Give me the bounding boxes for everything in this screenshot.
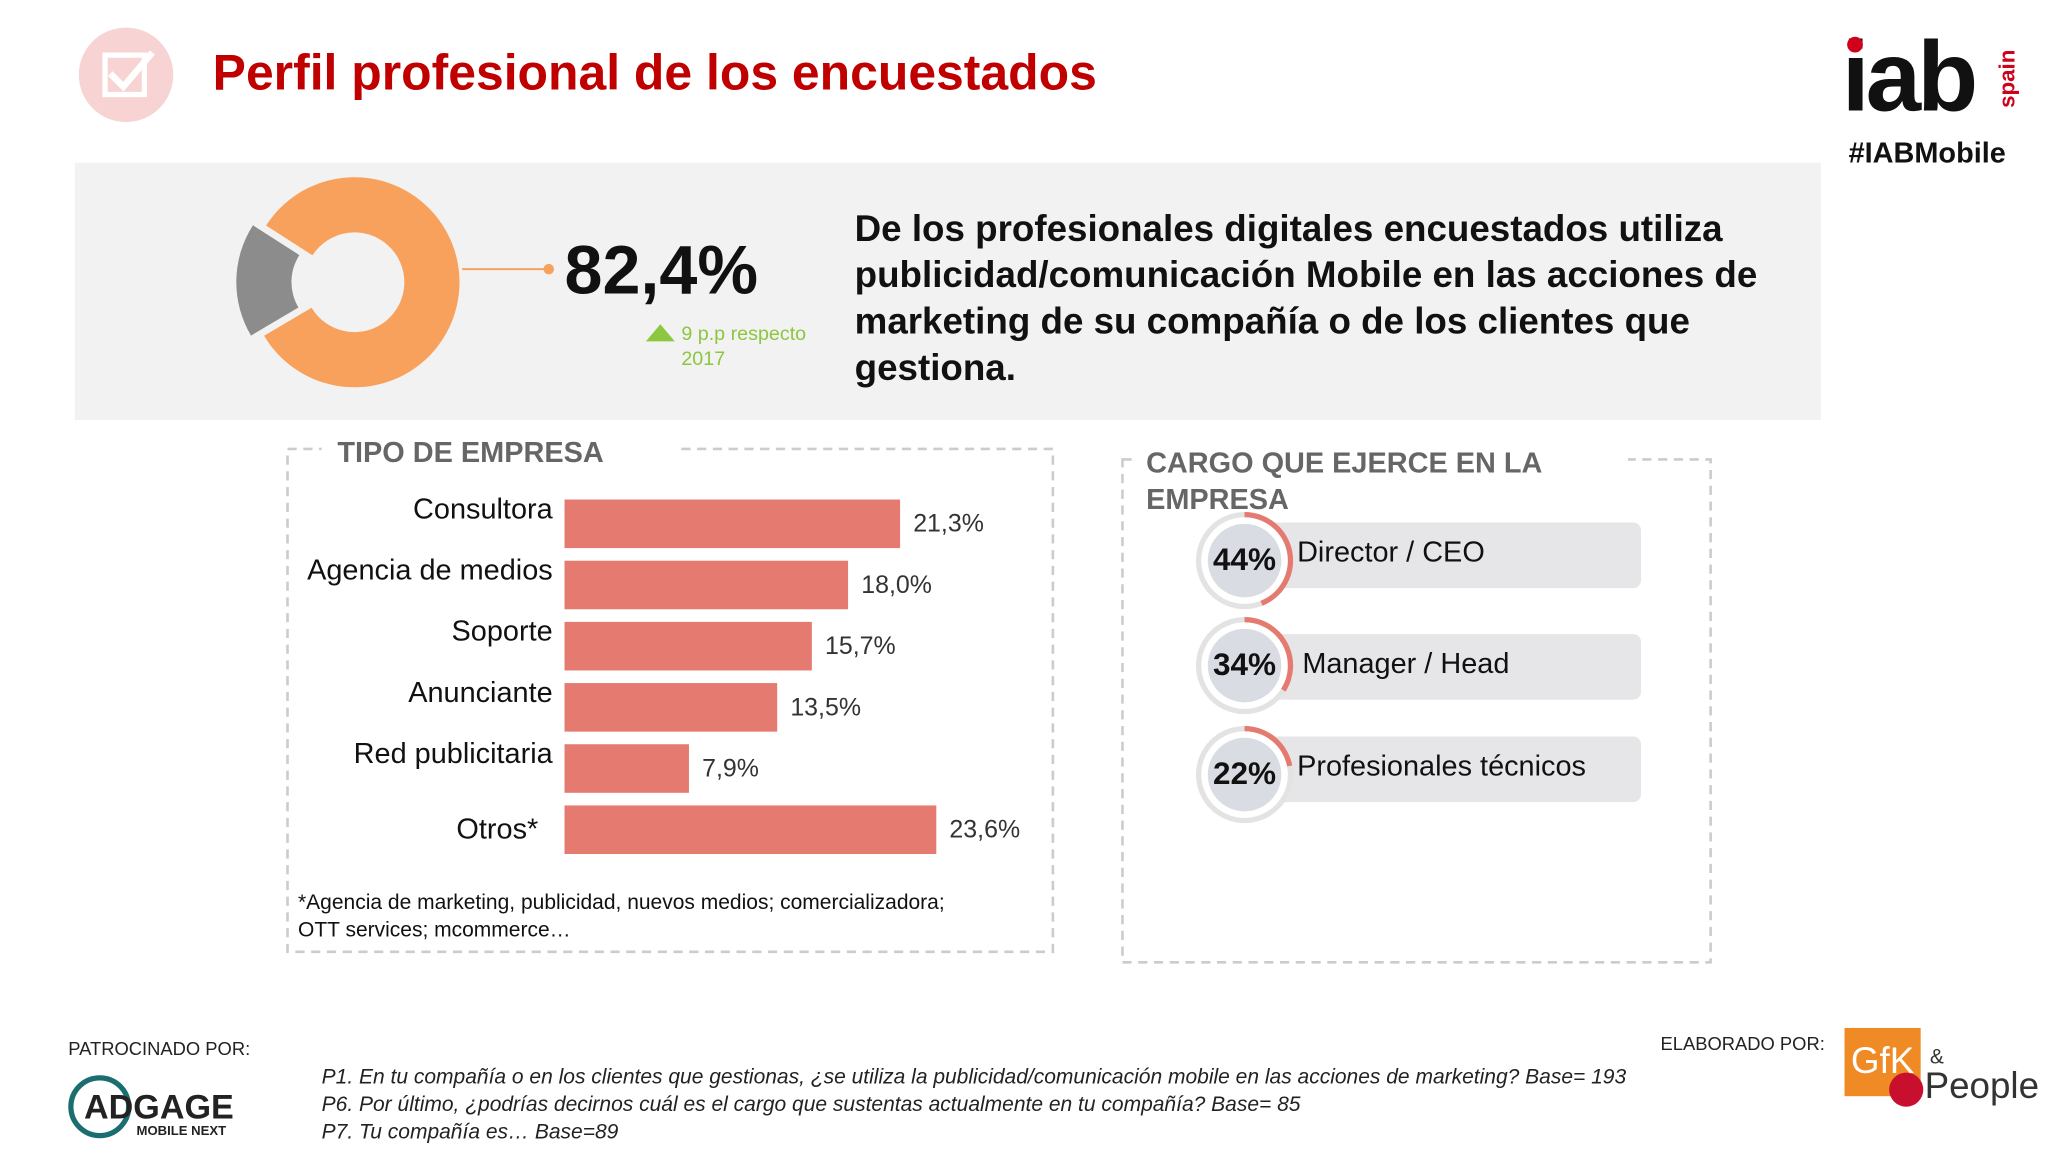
- ring-core: [1207, 628, 1282, 703]
- ring-title: EMPRESA: [1146, 484, 1289, 516]
- sponsor: ADGAGE: [84, 1088, 234, 1126]
- ring-category: Profesionales técnicos: [1297, 751, 1586, 783]
- ring-value: 44%: [1213, 541, 1276, 577]
- logo-country: spain: [1995, 50, 2020, 108]
- title-icon: [78, 27, 174, 123]
- highlight-line: gestiona.: [855, 347, 1016, 388]
- sponsor-sub: MOBILE NEXT: [137, 1123, 227, 1138]
- ring-value: 34%: [1213, 646, 1276, 682]
- question: P1. En tu compañía o en los clientes que…: [322, 1065, 1627, 1088]
- maker-people: People: [1925, 1065, 2039, 1106]
- ring-core: [1207, 737, 1282, 812]
- sponsor-mark: [68, 1075, 132, 1139]
- maker-label: ELABORADO POR:: [1661, 1033, 1825, 1054]
- category-label: Otros*: [456, 814, 538, 846]
- frame-gap: [321, 433, 677, 473]
- question: P7. Tu compañía es… Base=89: [322, 1121, 619, 1144]
- ring-category: Manager / Head: [1302, 648, 1509, 680]
- hashtag: #IABMobile: [1849, 138, 2006, 170]
- bar-title: TIPO DE EMPRESA: [337, 437, 603, 469]
- value-label: 23,6%: [949, 816, 1020, 844]
- category-label: Soporte: [452, 616, 553, 648]
- bar: [564, 744, 689, 793]
- value-label: 13,5%: [790, 693, 861, 721]
- sponsor-label: PATROCINADO POR:: [68, 1038, 250, 1059]
- title: Perfil profesional de los encuestados: [213, 44, 1097, 100]
- ring-arc: [1244, 725, 1293, 767]
- category-label: Consultora: [413, 493, 554, 525]
- bar: [564, 560, 849, 610]
- people-dot: [1889, 1072, 1924, 1107]
- ring-category: Director / CEO: [1297, 537, 1485, 569]
- question: P6. Por último, ¿podrías decirnos cuál e…: [322, 1093, 1301, 1116]
- ring-frame: [1121, 458, 1712, 964]
- up-arrow: [645, 324, 675, 342]
- value-label: 21,3%: [913, 510, 984, 538]
- change-note: 9 p.p respecto: [681, 323, 806, 345]
- change-note: 2017: [681, 348, 725, 370]
- footnote: *Agencia de marketing, publicidad, nuevo…: [298, 891, 945, 914]
- pill: [1262, 736, 1642, 803]
- ring-core: [1207, 523, 1282, 598]
- bar: [564, 499, 901, 549]
- ring-title: CARGO QUE EJERCE EN LA: [1146, 447, 1542, 479]
- check-mark: [107, 50, 155, 92]
- bar: [564, 683, 778, 732]
- pie-slice: [264, 177, 460, 388]
- highlight-line: publicidad/comunicación Mobile en las ac…: [855, 254, 1758, 295]
- logo: iab: [1842, 21, 1974, 132]
- bar: [564, 621, 812, 671]
- category-label: Agencia de medios: [307, 554, 553, 586]
- frame-gap: [1136, 443, 1628, 523]
- highlight-line: marketing de su compañía o de los client…: [855, 300, 1690, 341]
- pill: [1262, 522, 1642, 589]
- leader-dot: [543, 263, 555, 275]
- pie-label: 82,4%: [565, 233, 759, 309]
- footnote: OTT services; mcommerce…: [298, 918, 571, 941]
- category-label: Anunciante: [408, 677, 553, 709]
- logo-dot: [1847, 36, 1863, 53]
- pie-slice: [236, 225, 300, 336]
- ring-value: 22%: [1213, 755, 1276, 791]
- category-label: Red publicitaria: [354, 738, 554, 770]
- pill: [1262, 634, 1642, 700]
- highlight-line: De los profesionales digitales encuestad…: [855, 208, 1724, 249]
- maker-amp: &: [1930, 1046, 1944, 1069]
- value-label: 18,0%: [861, 571, 932, 599]
- value-label: 15,7%: [825, 632, 896, 660]
- value-label: 7,9%: [702, 754, 759, 782]
- ring-arc: [1244, 617, 1294, 692]
- bar: [564, 805, 937, 854]
- ring-arc: [1244, 512, 1294, 606]
- check-box: [102, 52, 148, 98]
